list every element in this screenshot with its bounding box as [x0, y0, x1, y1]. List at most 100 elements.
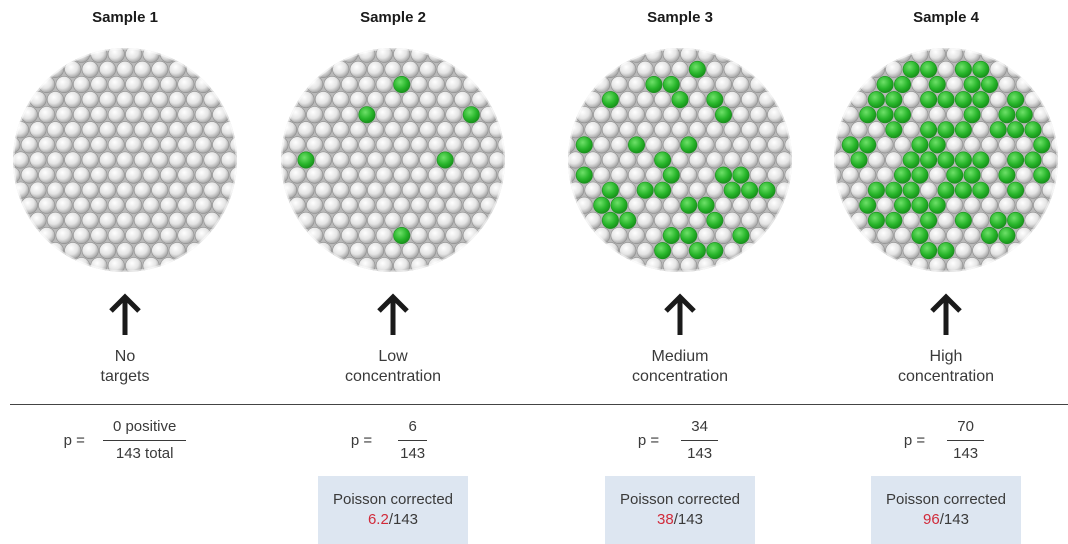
well-edge: [11, 46, 239, 274]
negative-droplet: [55, 136, 73, 154]
negative-droplet: [989, 91, 1007, 109]
negative-droplet: [116, 151, 134, 169]
negative-droplet: [428, 196, 446, 214]
well-edge: [566, 46, 794, 274]
negative-droplet: [758, 151, 776, 169]
negative-droplet: [323, 166, 341, 184]
negative-droplet: [160, 196, 178, 214]
negative-droplet: [593, 136, 611, 154]
positive-droplet: [902, 60, 920, 78]
negative-droplet: [627, 106, 645, 124]
negative-droplet: [401, 121, 419, 139]
positive-droplet: [1024, 151, 1042, 169]
negative-droplet: [375, 106, 393, 124]
sample-title: Sample 3: [647, 9, 713, 26]
negative-droplet: [636, 91, 654, 109]
negative-droplet: [715, 136, 733, 154]
negative-droplet: [584, 121, 602, 139]
negative-droplet: [133, 181, 151, 199]
negative-droplet: [323, 75, 341, 93]
positive-droplet: [867, 211, 885, 229]
positive-droplet: [954, 211, 972, 229]
negative-droplet: [627, 196, 645, 214]
negative-droplet: [1015, 166, 1033, 184]
concentration-label: High concentration: [897, 348, 995, 385]
droplet-well: [831, 35, 1061, 285]
positive-droplet: [706, 242, 724, 260]
negative-droplet: [116, 211, 134, 229]
positive-droplet: [885, 121, 903, 139]
negative-droplet: [358, 136, 376, 154]
negative-droplet: [410, 196, 428, 214]
negative-droplet: [55, 75, 73, 93]
positive-droplet: [911, 196, 929, 214]
negative-droplet: [168, 91, 186, 109]
negative-droplet: [90, 106, 108, 124]
negative-droplet: [358, 196, 376, 214]
fraction-4: p = 70 143: [831, 412, 1061, 468]
negative-droplet: [428, 136, 446, 154]
negative-droplet: [125, 106, 143, 124]
positive-droplet: [671, 91, 689, 109]
positive-droplet: [697, 196, 715, 214]
negative-droplet: [203, 181, 221, 199]
negative-droplet: [972, 242, 990, 260]
negative-droplet: [480, 136, 498, 154]
positive-droplet: [998, 227, 1016, 245]
negative-droplet: [671, 181, 689, 199]
negative-droplet: [610, 106, 628, 124]
negative-droplet: [349, 60, 367, 78]
negative-droplet: [168, 211, 186, 229]
negative-droplet: [688, 211, 706, 229]
positive-droplet: [972, 151, 990, 169]
positive-droplet: [654, 242, 672, 260]
negative-droplet: [749, 136, 767, 154]
negative-droplet: [697, 166, 715, 184]
positive-droplet: [732, 166, 750, 184]
negative-droplet: [963, 196, 981, 214]
positive-droplet: [876, 75, 894, 93]
positive-droplet: [601, 91, 619, 109]
negative-droplet: [428, 227, 446, 245]
negative-droplet: [680, 166, 698, 184]
positive-droplet: [981, 227, 999, 245]
negative-droplet: [867, 151, 885, 169]
poisson-value: 96: [923, 511, 940, 528]
negative-droplet: [401, 242, 419, 260]
negative-droplet: [367, 60, 385, 78]
negative-droplet: [384, 121, 402, 139]
negative-droplet: [38, 196, 56, 214]
negative-droplet: [151, 91, 169, 109]
negative-droplet: [99, 91, 117, 109]
negative-droplet: [834, 151, 851, 169]
negative-droplet: [99, 181, 117, 199]
negative-droplet: [697, 106, 715, 124]
droplet-well: [10, 35, 240, 285]
positive-droplet: [972, 181, 990, 199]
positive-droplet: [436, 151, 454, 169]
negative-droplet: [177, 227, 195, 245]
negative-droplet: [72, 136, 90, 154]
concentration-label: Low concentration: [344, 348, 442, 385]
positive-droplet: [1024, 121, 1042, 139]
positive-droplet: [954, 151, 972, 169]
positive-droplet: [920, 242, 938, 260]
negative-droplet: [963, 227, 981, 245]
negative-droplet: [723, 121, 741, 139]
positive-droplet: [954, 121, 972, 139]
positive-droplet: [885, 211, 903, 229]
negative-droplet: [55, 106, 73, 124]
sample-title: Sample 2: [360, 9, 426, 26]
positive-droplet: [636, 181, 654, 199]
negative-droplet: [90, 227, 108, 245]
negative-droplet: [946, 75, 964, 93]
negative-droplet: [850, 121, 868, 139]
positive-droplet: [393, 227, 411, 245]
poisson-suffix: /143: [388, 511, 419, 528]
negative-droplet: [688, 121, 706, 139]
positive-droplet: [893, 106, 911, 124]
negative-droplet: [133, 151, 151, 169]
negative-droplet: [401, 151, 419, 169]
negative-droplet: [419, 91, 437, 109]
negative-droplet: [902, 211, 920, 229]
